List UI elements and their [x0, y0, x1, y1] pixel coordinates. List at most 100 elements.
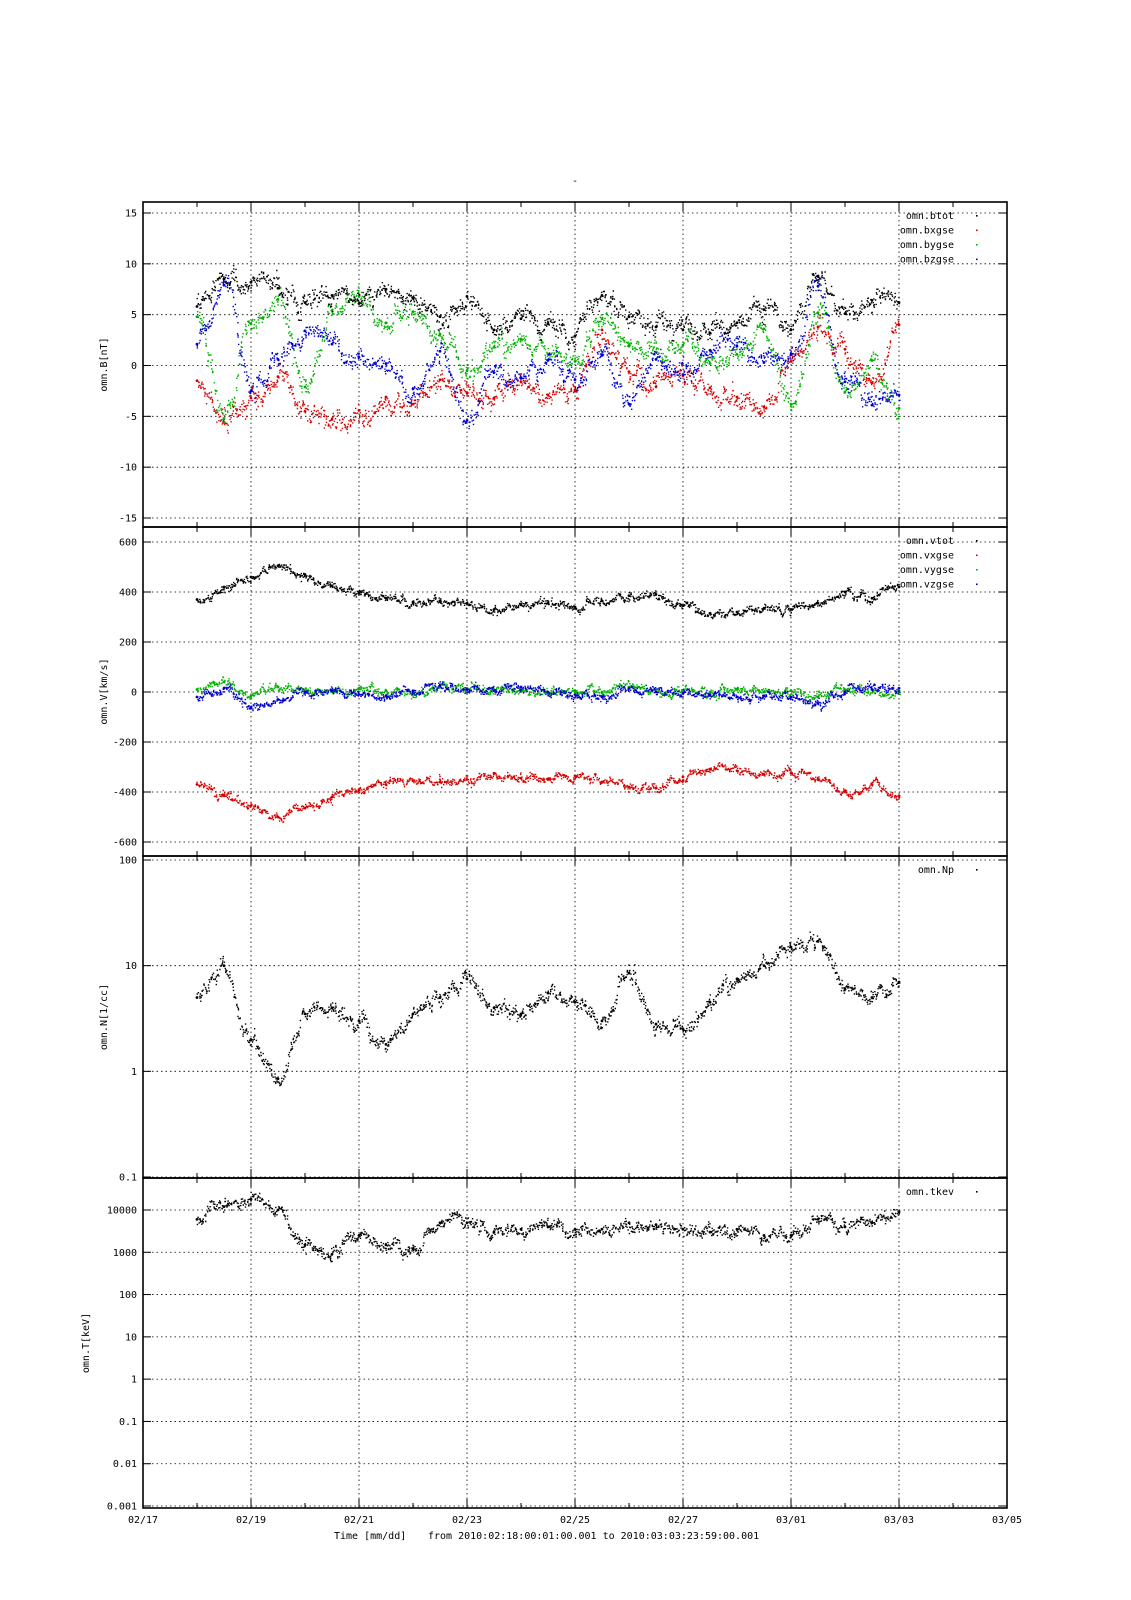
x-axis-range: from 2010:02:18:00:01:00.001 to 2010:03:… — [428, 1531, 759, 1542]
legend-label: omn.vtot — [906, 536, 954, 547]
y-tick-label: 10000 — [107, 1206, 137, 1217]
data-point — [195, 305, 199, 308]
y-tick-label: 15 — [125, 209, 137, 220]
x-tick-label: 02/23 — [452, 1515, 482, 1526]
x-tick-label: 02/27 — [668, 1515, 698, 1526]
series-dots — [196, 931, 901, 1087]
chart-panel: 10000 1000 100 10 1 0.1 0.01 0.001 omn.tkev omn.T… — [81, 1177, 1008, 1513]
plot-frame — [142, 855, 1008, 1179]
data-point — [303, 301, 307, 304]
y-axis-label: omn.N[1/cc] — [99, 984, 110, 1050]
y-axis-label: omn.V[km/s] — [99, 658, 110, 724]
data-point — [681, 343, 685, 347]
data-point — [735, 395, 739, 399]
y-tick-label: 1000 — [113, 1248, 137, 1259]
data-point — [249, 396, 253, 400]
y-tick-label: 1 — [131, 1375, 137, 1386]
y-tick-label: -10 — [119, 463, 137, 474]
x-tick-label: 03/03 — [884, 1515, 914, 1526]
data-point — [546, 991, 550, 995]
series-dots — [196, 762, 901, 823]
data-point — [195, 379, 199, 383]
data-point — [438, 378, 442, 382]
series-dots — [196, 1191, 901, 1263]
data-point — [762, 405, 766, 409]
series-omn-vtot — [195, 563, 901, 620]
y-tick-label: 10 — [125, 1332, 137, 1343]
legend-label: omn.vxgse — [900, 551, 954, 562]
data-point — [330, 342, 334, 346]
y-tick-label: 400 — [119, 588, 137, 599]
chart-panels: 151050-5-10-15omn.btotomn.bxgseomn.bygse… — [81, 201, 1008, 1513]
series-omn-bxgse — [195, 314, 901, 434]
x-tick-label: 02/25 — [560, 1515, 590, 1526]
data-point — [222, 964, 226, 968]
y-axis-label: omn.B[nT] — [99, 337, 110, 391]
legend-label: omn.bxgse — [900, 226, 954, 237]
y-tick-label: 0 — [131, 361, 137, 372]
series-omn-bzgse — [195, 272, 901, 430]
legend-label: omn.vzgse — [900, 580, 954, 591]
data-point — [573, 1227, 577, 1231]
legend-marker — [976, 1191, 978, 1193]
legend-marker — [976, 869, 978, 871]
figure-title: - — [572, 176, 578, 187]
data-point — [708, 348, 712, 352]
data-point — [492, 689, 496, 693]
x-axis-label: Time [mm/dd] — [334, 1531, 406, 1542]
data-point — [843, 1225, 847, 1229]
data-point — [681, 373, 685, 377]
data-point — [870, 596, 874, 600]
y-tick-label: 600 — [119, 538, 137, 549]
series-omn-Np — [195, 931, 901, 1087]
data-point — [762, 308, 766, 311]
y-tick-label: 0 — [131, 688, 137, 699]
y-tick-label: 10 — [125, 259, 137, 270]
data-point — [708, 362, 712, 365]
data-point — [789, 360, 793, 363]
y-tick-label: 200 — [119, 638, 137, 649]
data-point — [438, 349, 442, 353]
legend-label: omn.btot — [906, 211, 954, 222]
data-point — [195, 342, 199, 346]
legend-marker — [976, 258, 978, 261]
data-point — [708, 690, 712, 694]
legend-label: omn.vygse — [900, 565, 954, 576]
y-tick-label: -600 — [113, 838, 137, 849]
data-point — [600, 328, 604, 332]
legend-label: omn.bygse — [900, 240, 954, 251]
data-point — [492, 345, 496, 349]
data-point — [438, 332, 442, 336]
data-point — [600, 1019, 604, 1023]
series-omn-tkev — [195, 1191, 901, 1263]
data-point — [681, 328, 685, 332]
y-tick-label: -400 — [113, 788, 137, 799]
data-point — [330, 293, 334, 297]
data-point — [438, 780, 442, 784]
y-tick-label: 10 — [125, 961, 137, 972]
data-point — [465, 1221, 469, 1225]
data-point — [843, 347, 847, 351]
chart-panel: 15 10 5 0 -5 -10 -15 omn.btot omn.bxgse omn.bygse… — [99, 201, 1008, 528]
data-point — [843, 380, 847, 384]
data-point — [384, 1042, 388, 1046]
plot-frame — [142, 1177, 1008, 1509]
data-point — [654, 1022, 658, 1026]
series-dots — [198, 314, 900, 434]
chart-panel: 100 10 1 0.1 omn.Np omn.N[1/cc] — [99, 855, 1008, 1184]
x-tick-label: 02/19 — [236, 1515, 266, 1526]
data-point — [681, 775, 685, 779]
legend-marker — [976, 569, 978, 571]
series-omn-bygse — [195, 286, 901, 424]
y-tick-label: -5 — [125, 412, 137, 423]
series-dots — [196, 563, 900, 620]
series-omn-vxgse — [195, 762, 901, 823]
data-point — [897, 406, 901, 410]
legend-label: omn.tkev — [906, 1187, 954, 1198]
legend-marker — [976, 540, 978, 542]
data-point — [816, 601, 820, 605]
x-tick-label: 02/21 — [344, 1515, 374, 1526]
data-point — [627, 1221, 631, 1225]
y-axis-label: omn.T[keV] — [81, 1313, 92, 1373]
y-tick-label: 1 — [131, 1067, 137, 1078]
